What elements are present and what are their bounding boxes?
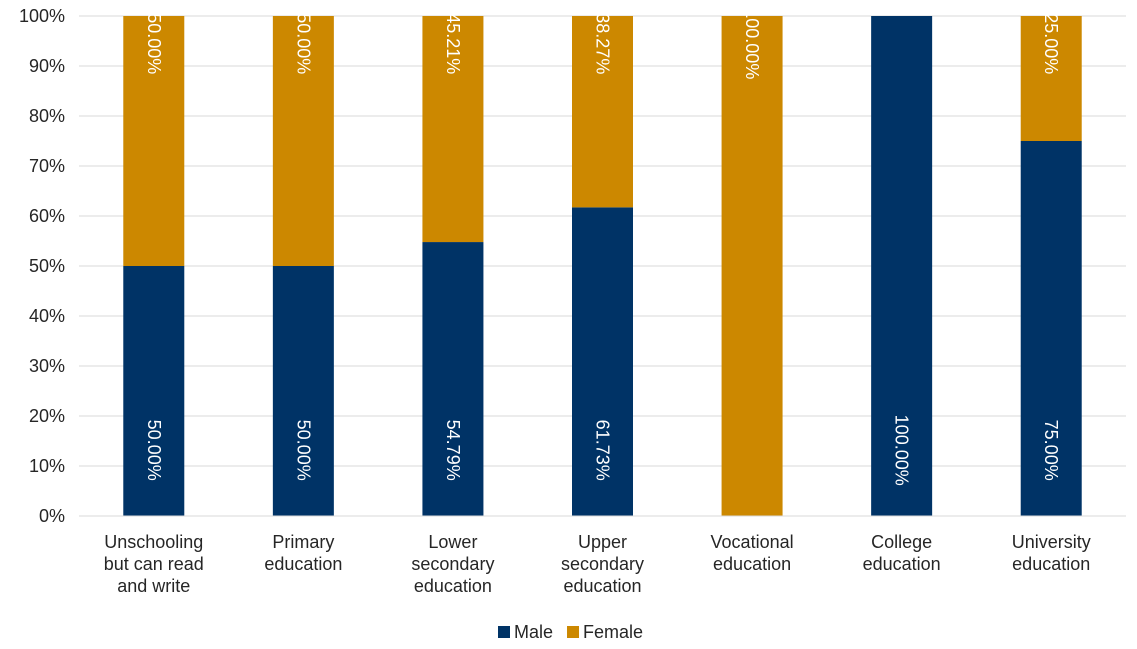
data-label-male: 54.79% (443, 420, 463, 481)
category-label-line: education (414, 576, 492, 596)
y-tick-label: 60% (29, 206, 65, 226)
category-label-line: University (1012, 532, 1091, 552)
bar-female (572, 16, 633, 208)
category-label-line: Primary (272, 532, 334, 552)
bar-female (721, 16, 783, 516)
legend-label-male: Male (514, 622, 553, 642)
data-label-male: 61.73% (593, 420, 613, 481)
y-tick-label: 90% (29, 56, 65, 76)
legend-swatch-male (498, 626, 510, 638)
data-label-female: 45.21% (443, 13, 463, 74)
legend-swatch-female (567, 626, 580, 638)
category-label-line: Upper (578, 532, 627, 552)
data-label-male: 50.00% (144, 420, 164, 481)
category-label-line: education (713, 554, 791, 574)
y-tick-label: 80% (29, 106, 65, 126)
data-label-male: 50.00% (293, 420, 313, 481)
category-label-line: education (563, 576, 641, 596)
y-tick-label: 70% (29, 156, 65, 176)
data-label-female: 50.00% (293, 13, 313, 74)
y-tick-label: 50% (29, 256, 65, 276)
bar-male (272, 266, 334, 516)
category-label: Upper secondary education (561, 532, 644, 596)
category-label: Primary education (264, 532, 342, 574)
bars: 50.00% 50.00% 50.00% 50.00% 54.79% 45.21% 61.7… (123, 8, 1082, 517)
category-label-line: education (264, 554, 342, 574)
legend-label-female: Female (583, 622, 643, 642)
category-label: Lower secondary education (411, 532, 494, 596)
bar-female (272, 16, 334, 266)
category-label: Unschooling but can read and write (104, 532, 204, 596)
data-label-female: 38.27% (593, 13, 613, 74)
category-label-line: secondary (411, 554, 494, 574)
y-axis: 0% 10% 20% 30% 40% 50% 60% 70% 80% 90% 100% (19, 6, 65, 526)
data-label-female: 25.00% (1041, 13, 1061, 74)
category-label-line: and write (117, 576, 190, 596)
category-label-line: Unschooling (104, 532, 203, 552)
category-label: Vocational education (711, 532, 794, 574)
y-tick-label: 100% (19, 6, 65, 26)
category-label: College education (863, 532, 941, 574)
data-label-male: 75.00% (1041, 420, 1061, 481)
bar-female (123, 16, 185, 266)
y-tick-label: 0% (39, 506, 65, 526)
y-tick-label: 10% (29, 456, 65, 476)
y-tick-label: 40% (29, 306, 65, 326)
category-label-line: College (871, 532, 932, 552)
bar-female (422, 16, 484, 243)
bar-male (871, 16, 933, 516)
bar-male (1020, 141, 1082, 516)
legend: Male Female (498, 622, 643, 642)
bar-male (422, 242, 484, 517)
category-label-line: Lower (428, 532, 477, 552)
category-label-line: secondary (561, 554, 644, 574)
category-label: University education (1012, 532, 1091, 574)
y-tick-label: 30% (29, 356, 65, 376)
bar-female (1020, 16, 1082, 141)
category-label-line: but can read (104, 554, 204, 574)
category-label-line: Vocational (711, 532, 794, 552)
y-tick-label: 20% (29, 406, 65, 426)
bar-male (123, 266, 185, 516)
data-label-female: 50.00% (144, 13, 164, 74)
category-label-line: education (1012, 554, 1090, 574)
category-label-line: education (863, 554, 941, 574)
data-label-female: 100.00% (742, 8, 762, 79)
data-label-male: 100.00% (892, 415, 912, 486)
bar-male (572, 207, 633, 516)
